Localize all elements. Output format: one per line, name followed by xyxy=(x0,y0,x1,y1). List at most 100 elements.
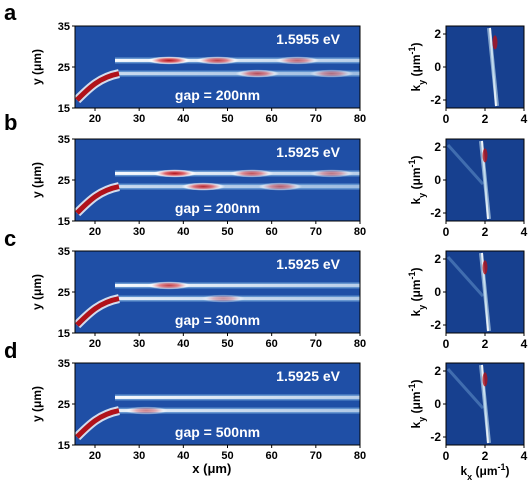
k-y-tick-label: 0 xyxy=(434,173,441,187)
x-tick-label: 80 xyxy=(354,113,366,125)
field-map-background xyxy=(75,251,360,333)
mode-line-upper xyxy=(115,395,360,399)
x-tick-label: 70 xyxy=(310,113,322,125)
k-y-axis-label: ky (μm-1) xyxy=(407,267,427,316)
y-axis-label: y (μm) xyxy=(30,49,44,85)
k-x-tick-label: 2 xyxy=(482,337,489,351)
x-tick-label: 50 xyxy=(221,450,233,462)
kspace-hotspot xyxy=(492,35,498,50)
k-y-tick-label: 2 xyxy=(434,364,441,378)
input-waveguide xyxy=(75,408,120,439)
field-hotspot xyxy=(147,281,192,290)
energy-label: 1.5925 eV xyxy=(276,256,340,272)
kspace-line xyxy=(489,27,497,107)
x-tick-label: 30 xyxy=(133,450,145,462)
gap-label: gap = 200nm xyxy=(175,200,260,216)
k-y-axis-label: ky (μm-1) xyxy=(407,155,427,204)
x-tick-label: 70 xyxy=(310,338,322,350)
y-tick-label: 25 xyxy=(58,175,70,187)
k-x-tick-label: 0 xyxy=(443,449,450,463)
y-tick-label: 35 xyxy=(58,21,70,33)
k-x-tick-label: 4 xyxy=(521,337,528,351)
x-tick-label: 60 xyxy=(266,338,278,350)
y-tick-label: 35 xyxy=(58,358,70,370)
x-tick-label: 30 xyxy=(133,226,145,238)
mode-line-lower xyxy=(115,409,360,413)
kspace-hotspot xyxy=(482,372,488,387)
x-tick-label: 40 xyxy=(177,338,189,350)
k-x-tick-label: 4 xyxy=(521,112,528,126)
y-tick-label: 15 xyxy=(58,216,70,228)
x-tick-label: 80 xyxy=(354,338,366,350)
y-tick-label: 15 xyxy=(58,103,70,115)
x-tick-label: 50 xyxy=(221,113,233,125)
y-tick-label: 35 xyxy=(58,134,70,146)
k-y-axis-label: ky (μm-1) xyxy=(407,379,427,428)
x-tick-label: 60 xyxy=(266,226,278,238)
y-tick-label: 25 xyxy=(58,62,70,74)
panel-letter-a: a xyxy=(4,0,17,25)
x-tick-label: 40 xyxy=(177,113,189,125)
field-hotspot xyxy=(152,169,197,178)
k-x-tick-label: 2 xyxy=(482,449,489,463)
k-y-axis-label: ky (μm-1) xyxy=(407,42,427,91)
panel-letter-d: d xyxy=(4,338,18,363)
k-x-tick-label: 4 xyxy=(521,449,528,463)
x-axis-label: x (μm) xyxy=(192,461,231,476)
k-y-tick-label: 0 xyxy=(434,285,441,299)
k-y-tick-label: 0 xyxy=(434,397,441,411)
field-hotspot xyxy=(147,56,192,65)
energy-label: 1.5925 eV xyxy=(276,368,340,384)
gap-label: gap = 200nm xyxy=(175,87,260,103)
panel-letter-b: b xyxy=(4,110,18,135)
x-tick-label: 20 xyxy=(89,338,101,350)
mode-line-upper xyxy=(115,283,360,287)
y-axis-label: y (μm) xyxy=(30,274,44,310)
y-tick-label: 25 xyxy=(58,399,70,411)
field-hotspot xyxy=(181,182,226,191)
x-tick-label: 50 xyxy=(221,338,233,350)
kspace-diagonal xyxy=(446,143,485,186)
x-tick-label: 30 xyxy=(133,338,145,350)
k-y-tick-label: 2 xyxy=(434,140,441,154)
field-hotspot xyxy=(258,182,303,191)
k-x-tick-label: 2 xyxy=(482,225,489,239)
panel-letter-c: c xyxy=(4,226,17,251)
k-x-tick-label: 2 xyxy=(482,112,489,126)
k-x-tick-label: 0 xyxy=(443,337,450,351)
gap-label: gap = 500nm xyxy=(175,424,260,440)
kspace-diagonal xyxy=(446,255,485,298)
field-hotspot xyxy=(235,69,280,78)
kspace-hotspot xyxy=(482,260,488,275)
input-waveguide xyxy=(75,71,120,102)
x-tick-label: 40 xyxy=(177,226,189,238)
k-y-tick-label: -2 xyxy=(430,430,441,444)
x-tick-label: 60 xyxy=(266,450,278,462)
y-axis-label: y (μm) xyxy=(30,386,44,422)
y-axis-label: y (μm) xyxy=(30,162,44,198)
k-y-tick-label: -2 xyxy=(430,93,441,107)
x-tick-label: 60 xyxy=(266,113,278,125)
field-map-background xyxy=(75,139,360,221)
y-tick-label: 35 xyxy=(58,246,70,258)
k-y-tick-label: -2 xyxy=(430,206,441,220)
field-hotspot xyxy=(229,169,274,178)
input-waveguide xyxy=(75,296,120,327)
k-x-axis-label: kx (μm-1) xyxy=(460,462,509,482)
x-tick-label: 70 xyxy=(310,226,322,238)
k-y-tick-label: 2 xyxy=(434,252,441,266)
field-hotspot xyxy=(275,56,320,65)
x-tick-label: 20 xyxy=(89,113,101,125)
kspace-hotspot xyxy=(482,148,488,163)
field-hotspot xyxy=(195,56,240,65)
x-tick-label: 50 xyxy=(221,226,233,238)
k-x-tick-label: 0 xyxy=(443,112,450,126)
field-hotspot xyxy=(309,169,354,178)
field-hotspot xyxy=(309,69,354,78)
x-tick-label: 70 xyxy=(310,450,322,462)
mode-line-lower xyxy=(115,185,360,189)
